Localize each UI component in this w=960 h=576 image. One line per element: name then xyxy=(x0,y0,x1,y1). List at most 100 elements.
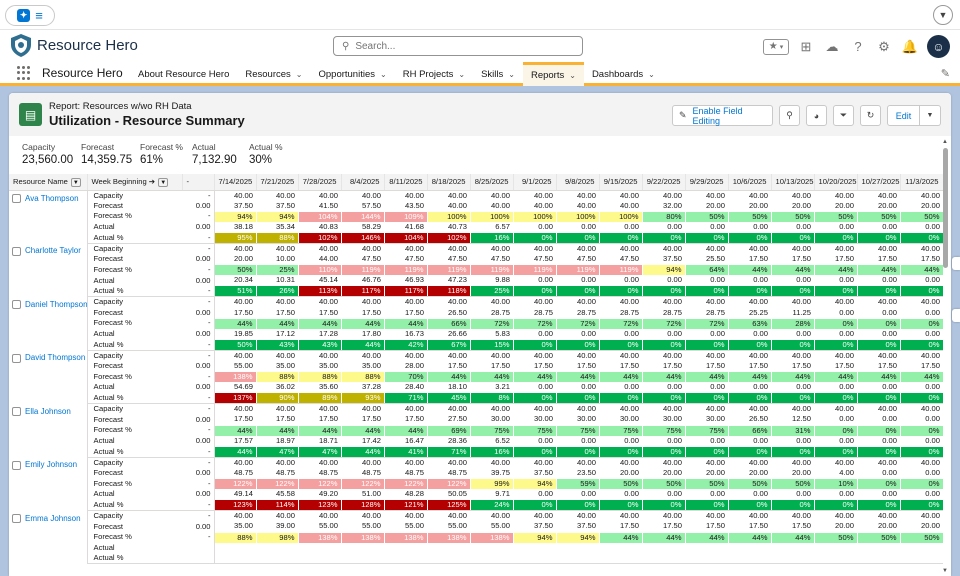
add-icon[interactable]: ⊞ xyxy=(800,38,812,54)
nav-item-reports[interactable]: Reports ⌄ xyxy=(522,62,584,86)
row-checkbox[interactable] xyxy=(12,194,21,204)
report-table-container[interactable]: Resource Name ▼ Week Beginning ➔ ▼ -7/14/202… xyxy=(9,174,943,576)
scroll-down-icon[interactable]: ▼ xyxy=(942,568,948,574)
vertical-scrollbar[interactable]: ▲ ▼ xyxy=(942,139,948,576)
week-header[interactable]: 10/27/2025 xyxy=(857,174,901,191)
table-row: Forecast % -122% 122% 122% 122% 122% 122% 99% 94… xyxy=(9,478,943,490)
value-cell: 0.00 xyxy=(667,435,682,445)
value-cell: 40.00 xyxy=(233,457,253,467)
value-cell: 40.00 xyxy=(748,457,768,467)
logo[interactable]: Resource Hero xyxy=(10,33,138,58)
value-cell: 50% xyxy=(685,210,729,222)
value-cell: 119% xyxy=(384,264,428,276)
week-header[interactable]: 7/28/2025 xyxy=(298,174,342,191)
summary-label: Forecast xyxy=(81,142,115,152)
week-header-label: 8/18/2025 xyxy=(431,177,466,187)
row-checkbox[interactable] xyxy=(12,300,21,310)
week-header[interactable]: 8/25/2025 xyxy=(470,174,514,191)
resource-name-link[interactable]: David Thompson xyxy=(25,353,86,363)
resource-name-link[interactable]: Emily Johnson xyxy=(25,460,78,470)
favorites-star-icon[interactable]: ★ ▾ xyxy=(763,38,789,55)
nav-item-dashboards[interactable]: Dashboards ⌄ xyxy=(584,62,663,86)
chevron-down-icon[interactable]: ⌄ xyxy=(569,71,576,80)
total-header[interactable]: - xyxy=(182,174,215,191)
row-checkbox[interactable] xyxy=(12,407,21,417)
value-cell: 0% xyxy=(599,231,643,244)
value-cell: 40.00 xyxy=(705,457,725,467)
week-header[interactable]: 11/3/2025 xyxy=(900,174,943,191)
total-cell: 0.00 xyxy=(182,254,215,265)
row-checkbox[interactable] xyxy=(12,247,21,257)
value-cell: 17.50 xyxy=(233,414,253,424)
edit-nav-pencil-icon[interactable]: ✎ xyxy=(940,68,950,80)
week-header[interactable]: 8/4/2025 xyxy=(341,174,385,191)
summary-actual: Actual 7,132.90 xyxy=(192,142,249,166)
resource-name-header[interactable]: Resource Name ▼ xyxy=(9,174,88,191)
chevron-down-icon[interactable]: ⌄ xyxy=(295,69,303,79)
app-launcher-button[interactable]: ✦ ≡ xyxy=(5,5,55,26)
global-search-input[interactable]: ⚲ Search... xyxy=(333,36,583,56)
edit-button[interactable]: Edit xyxy=(887,105,920,126)
value-cell: 47.50 xyxy=(404,254,424,264)
side-panel-tab[interactable] xyxy=(952,257,960,270)
nav-item-rh-projects[interactable]: RH Projects ⌄ xyxy=(395,62,473,86)
global-dropdown-button[interactable]: ▼ xyxy=(933,5,953,25)
chart-button[interactable]: ◕ xyxy=(806,105,827,126)
value-cell: 50% xyxy=(857,210,901,222)
value-cell: 0% xyxy=(556,392,600,405)
week-header[interactable]: 9/22/2025 xyxy=(642,174,686,191)
value-cell: 0% xyxy=(642,338,686,351)
scroll-up-icon[interactable]: ▲ xyxy=(942,139,948,145)
enable-field-editing-button[interactable]: ✎ Enable Field Editing xyxy=(672,105,773,126)
week-header[interactable]: 7/14/2025 xyxy=(214,174,257,191)
chevron-down-icon[interactable]: ⌄ xyxy=(380,69,387,79)
filter-button[interactable]: ⏷ xyxy=(833,105,854,126)
gear-icon[interactable]: ⚙ xyxy=(878,38,890,54)
week-header[interactable]: 10/20/2025 xyxy=(814,174,858,191)
cloud-icon[interactable]: ☁ xyxy=(825,38,839,54)
chevron-down-icon[interactable]: ⌄ xyxy=(648,69,655,79)
value-cell: 36.02 xyxy=(275,382,295,392)
resource-name-link[interactable]: Ella Johnson xyxy=(25,406,71,416)
value-cell: 40.00 xyxy=(576,190,596,200)
week-header[interactable]: 10/13/2025 xyxy=(771,174,815,191)
value-cell: 17.57 xyxy=(233,435,253,445)
week-header[interactable]: 7/21/2025 xyxy=(256,174,299,191)
resource-name-link[interactable]: Emma Johnson xyxy=(25,513,81,523)
week-header[interactable]: 9/29/2025 xyxy=(685,174,729,191)
chevron-down-icon[interactable]: ▼ xyxy=(158,177,169,187)
resource-cell: Ava Thompson xyxy=(9,190,88,244)
edit-menu-button[interactable]: ▼ xyxy=(920,105,941,126)
nav-item-resources[interactable]: Resources ⌄ xyxy=(237,62,310,86)
help-icon[interactable]: ? xyxy=(854,39,862,54)
row-checkbox[interactable] xyxy=(12,353,21,363)
value-cell: 0.00 xyxy=(753,435,768,445)
refresh-button[interactable]: ↻ xyxy=(860,105,881,126)
row-checkbox[interactable] xyxy=(12,460,21,470)
search-report-button[interactable]: ⚲ xyxy=(779,105,800,126)
week-header[interactable]: 10/6/2025 xyxy=(728,174,772,191)
nav-item-skills[interactable]: Skills ⌄ xyxy=(473,62,523,86)
side-panel-tab[interactable] xyxy=(952,309,960,322)
nav-item-opportunities[interactable]: Opportunities ⌄ xyxy=(310,62,394,86)
week-beginning-header[interactable]: Week Beginning ➔ ▼ xyxy=(87,174,183,191)
bell-icon[interactable]: 🔔 xyxy=(901,38,919,54)
avatar[interactable]: ☺ xyxy=(927,35,950,58)
chevron-down-icon[interactable]: ▼ xyxy=(70,177,81,187)
resource-name-link[interactable]: Daniel Thompson xyxy=(25,299,87,309)
chevron-down-icon[interactable]: ⌄ xyxy=(458,69,466,79)
scrollbar-thumb[interactable] xyxy=(943,148,948,268)
week-header[interactable]: 9/8/2025 xyxy=(556,174,600,191)
resource-name-link[interactable]: Charlotte Taylor xyxy=(25,246,81,256)
app-launcher-waffle-icon[interactable] xyxy=(17,66,31,80)
nav-item-about-resource-hero[interactable]: About Resource Hero xyxy=(130,62,237,86)
value-cell: 37.50 xyxy=(275,200,295,210)
resource-name-link[interactable]: Ava Thompson xyxy=(25,193,79,203)
week-header[interactable]: 9/1/2025 xyxy=(513,174,557,191)
week-header[interactable]: 8/18/2025 xyxy=(427,174,471,191)
value-cell: 10.00 xyxy=(275,254,295,264)
week-header[interactable]: 9/15/2025 xyxy=(599,174,643,191)
week-header[interactable]: 8/11/2025 xyxy=(384,174,428,191)
chevron-down-icon[interactable]: ⌄ xyxy=(508,69,515,79)
row-checkbox[interactable] xyxy=(12,514,21,524)
